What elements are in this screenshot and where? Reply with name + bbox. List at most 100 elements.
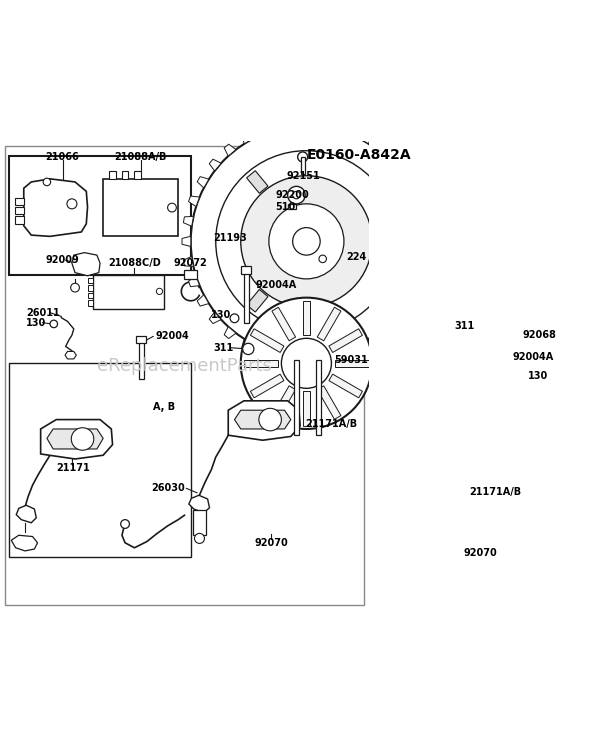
Polygon shape (189, 495, 209, 513)
Text: 92200: 92200 (275, 190, 309, 200)
Polygon shape (261, 123, 271, 134)
Bar (139, 342, 144, 379)
Polygon shape (329, 374, 362, 398)
Circle shape (500, 331, 510, 342)
Circle shape (281, 338, 332, 388)
Circle shape (195, 533, 205, 544)
Polygon shape (15, 216, 24, 224)
Text: 311: 311 (214, 342, 234, 353)
Polygon shape (422, 237, 431, 246)
Text: 21066: 21066 (45, 152, 80, 162)
Polygon shape (281, 354, 291, 364)
Text: 224: 224 (346, 252, 366, 262)
Text: 92004A: 92004A (255, 280, 296, 290)
Circle shape (168, 204, 176, 212)
Circle shape (241, 297, 372, 429)
Bar (244, 273, 249, 323)
Circle shape (43, 178, 51, 185)
Text: 92004: 92004 (155, 331, 189, 342)
Text: 26011: 26011 (27, 308, 60, 318)
Polygon shape (341, 348, 352, 359)
Text: 21171A/B: 21171A/B (305, 419, 358, 429)
Text: 130: 130 (27, 318, 47, 327)
Polygon shape (17, 505, 36, 523)
Polygon shape (197, 295, 209, 306)
Polygon shape (301, 357, 312, 366)
Polygon shape (341, 123, 352, 134)
Polygon shape (250, 329, 284, 352)
Polygon shape (419, 216, 430, 226)
Polygon shape (414, 276, 424, 287)
Polygon shape (442, 460, 499, 480)
Text: 21088A/B: 21088A/B (114, 152, 167, 162)
Polygon shape (135, 171, 140, 179)
Polygon shape (189, 196, 199, 207)
Polygon shape (377, 144, 389, 156)
Circle shape (191, 125, 422, 357)
Bar (491, 342, 497, 398)
Text: 92070: 92070 (463, 547, 497, 558)
Polygon shape (242, 339, 253, 351)
Polygon shape (224, 327, 236, 339)
Polygon shape (72, 252, 100, 276)
Circle shape (269, 204, 344, 279)
Circle shape (293, 228, 320, 255)
Text: 92070: 92070 (254, 538, 289, 547)
Polygon shape (47, 429, 103, 449)
Circle shape (241, 176, 372, 307)
Polygon shape (250, 374, 284, 398)
Circle shape (67, 199, 77, 209)
Polygon shape (197, 176, 209, 188)
Polygon shape (182, 237, 191, 246)
Polygon shape (65, 351, 76, 359)
Polygon shape (419, 256, 430, 267)
Polygon shape (234, 410, 291, 429)
Polygon shape (404, 176, 415, 188)
Circle shape (288, 186, 305, 204)
Bar (294, 360, 299, 436)
Polygon shape (392, 159, 404, 171)
Circle shape (319, 255, 326, 263)
Text: 21088C/D: 21088C/D (108, 258, 161, 268)
Polygon shape (11, 535, 38, 551)
Circle shape (71, 283, 80, 292)
Text: 26030: 26030 (152, 484, 185, 493)
Text: 92009: 92009 (45, 255, 79, 265)
Polygon shape (438, 451, 510, 490)
Polygon shape (247, 289, 268, 312)
Polygon shape (317, 307, 341, 341)
Text: 510: 510 (275, 202, 296, 212)
Polygon shape (41, 420, 113, 459)
Polygon shape (407, 528, 427, 545)
Circle shape (431, 321, 444, 334)
Polygon shape (209, 159, 221, 171)
Polygon shape (183, 216, 194, 226)
Polygon shape (317, 386, 341, 419)
Text: 130: 130 (529, 371, 549, 381)
Polygon shape (15, 198, 24, 205)
Polygon shape (109, 171, 116, 179)
Polygon shape (301, 117, 312, 125)
Polygon shape (335, 360, 369, 367)
Text: 21171A/B: 21171A/B (469, 487, 521, 496)
Polygon shape (15, 207, 24, 215)
Polygon shape (322, 119, 332, 128)
Polygon shape (392, 312, 404, 324)
Polygon shape (272, 386, 296, 419)
Circle shape (412, 566, 422, 576)
Bar (316, 360, 322, 436)
Text: 130: 130 (211, 310, 232, 320)
Polygon shape (281, 119, 291, 128)
Text: 92151: 92151 (286, 170, 320, 181)
Bar (241, 267, 251, 274)
Polygon shape (228, 401, 300, 440)
Polygon shape (377, 327, 389, 339)
Text: 21171: 21171 (56, 463, 90, 472)
Polygon shape (244, 360, 278, 367)
Text: 92072: 92072 (174, 258, 208, 268)
Circle shape (298, 152, 307, 162)
Text: 59031: 59031 (334, 355, 368, 365)
Polygon shape (87, 285, 93, 291)
Circle shape (216, 151, 397, 332)
Circle shape (156, 288, 163, 294)
